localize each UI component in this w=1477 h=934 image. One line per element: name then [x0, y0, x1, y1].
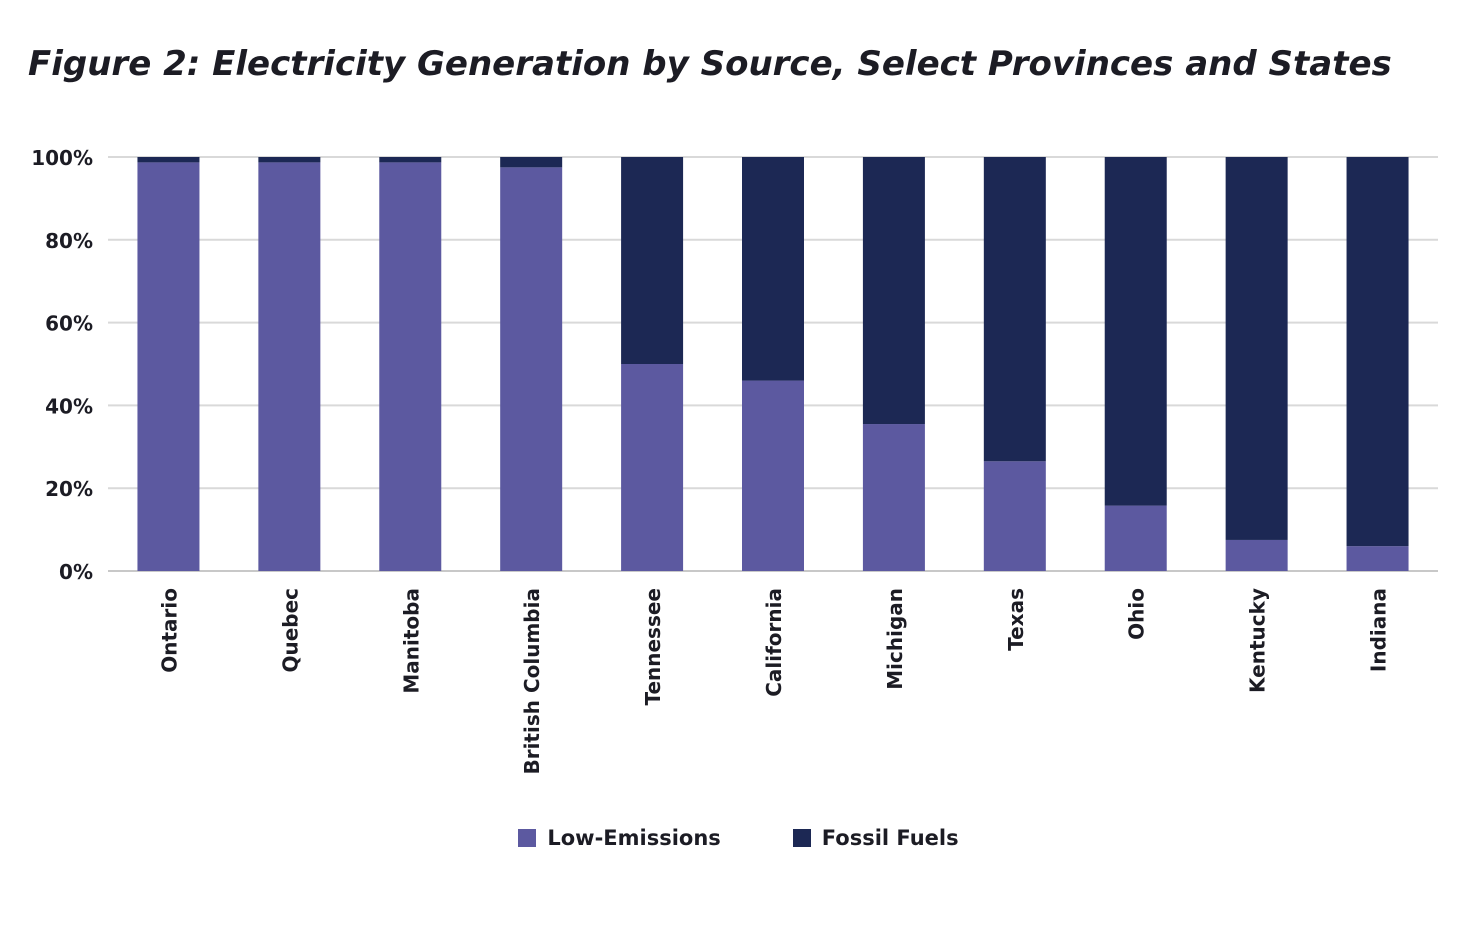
bar-fossil-fuels-ontario: [137, 157, 200, 163]
x-tick-label: California: [762, 588, 786, 697]
bar-fossil-fuels-tennessee: [621, 157, 684, 364]
bar-fossil-fuels-ohio: [1104, 157, 1167, 506]
x-tick-label: Kentucky: [1246, 588, 1270, 693]
bar-low-emissions-quebec: [258, 162, 321, 571]
y-tick-label: 60%: [45, 312, 93, 336]
x-axis-ticks: Ontario Quebec Manitoba British Columbia Ten…: [157, 588, 1390, 775]
bar-low-emissions-manitoba: [379, 162, 442, 571]
x-tick-label: Indiana: [1367, 588, 1391, 672]
bar-fossil-fuels-kentucky: [1225, 157, 1288, 540]
bar-fossil-fuels-quebec: [258, 157, 321, 163]
y-tick-label: 40%: [45, 394, 93, 418]
bar-low-emissions-indiana: [1346, 546, 1409, 571]
bar-low-emissions-california: [742, 380, 804, 571]
x-tick-label: Tennessee: [641, 588, 665, 706]
bar-low-emissions-british-columbia: [500, 167, 563, 571]
legend-swatch-fossil-fuels: [792, 829, 811, 847]
bar-fossil-fuels-indiana: [1346, 157, 1409, 547]
y-tick-label: 80%: [45, 229, 93, 253]
x-tick-label: Quebec: [278, 588, 302, 673]
x-tick-label: Ontario: [157, 588, 181, 673]
chart-title: Figure 2: Electricity Generation by Sour…: [28, 44, 1392, 84]
legend-label-low-emissions: Low-Emissions: [547, 826, 721, 850]
bar-fossil-fuels-texas: [983, 157, 1046, 462]
x-tick-label: Texas: [1004, 588, 1028, 651]
y-tick-label: 20%: [45, 477, 93, 501]
bar-low-emissions-kentucky: [1225, 539, 1288, 571]
bar-low-emissions-ohio: [1104, 505, 1167, 571]
x-tick-label: Ohio: [1125, 588, 1149, 640]
x-tick-label: British Columbia: [520, 588, 544, 775]
bar-low-emissions-texas: [983, 461, 1046, 571]
y-axis-ticks: 0% 20% 40% 60% 80% 100%: [31, 146, 93, 584]
bar-fossil-fuels-michigan: [862, 157, 925, 425]
bar-low-emissions-ontario: [137, 162, 200, 571]
legend-label-fossil-fuels: Fossil Fuels: [821, 826, 959, 850]
bars: [137, 157, 1409, 571]
legend-item-low-emissions: Low-Emissions: [518, 826, 721, 850]
x-tick-label: Michigan: [883, 588, 907, 690]
bar-low-emissions-tennessee: [621, 364, 684, 571]
y-tick-label: 100%: [31, 146, 93, 170]
bar-low-emissions-michigan: [862, 424, 925, 571]
bar-fossil-fuels-manitoba: [379, 157, 442, 163]
legend: Low-Emissions Fossil Fuels: [0, 826, 1477, 850]
legend-item-fossil-fuels: Fossil Fuels: [792, 826, 959, 850]
x-tick-label: Manitoba: [399, 588, 423, 694]
bar-fossil-fuels-california: [742, 157, 804, 381]
bar-fossil-fuels-british-columbia: [500, 157, 563, 168]
legend-swatch-low-emissions: [518, 829, 537, 847]
y-tick-label: 0%: [59, 560, 93, 584]
